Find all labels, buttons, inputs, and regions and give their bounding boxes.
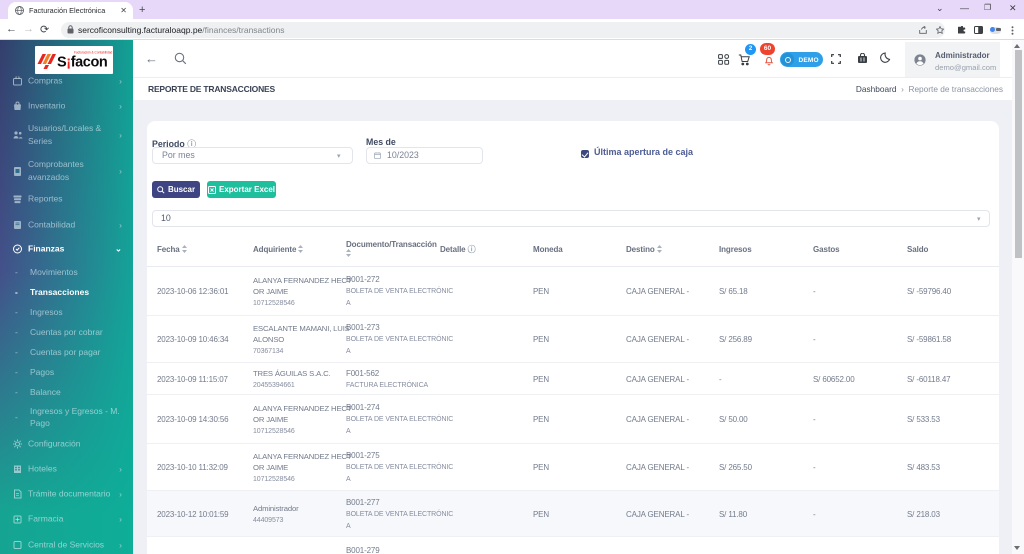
svg-text:S¡facon: S¡facon [57, 55, 107, 71]
svg-text:Facturación & Contabilidad: Facturación & Contabilidad [74, 51, 112, 55]
